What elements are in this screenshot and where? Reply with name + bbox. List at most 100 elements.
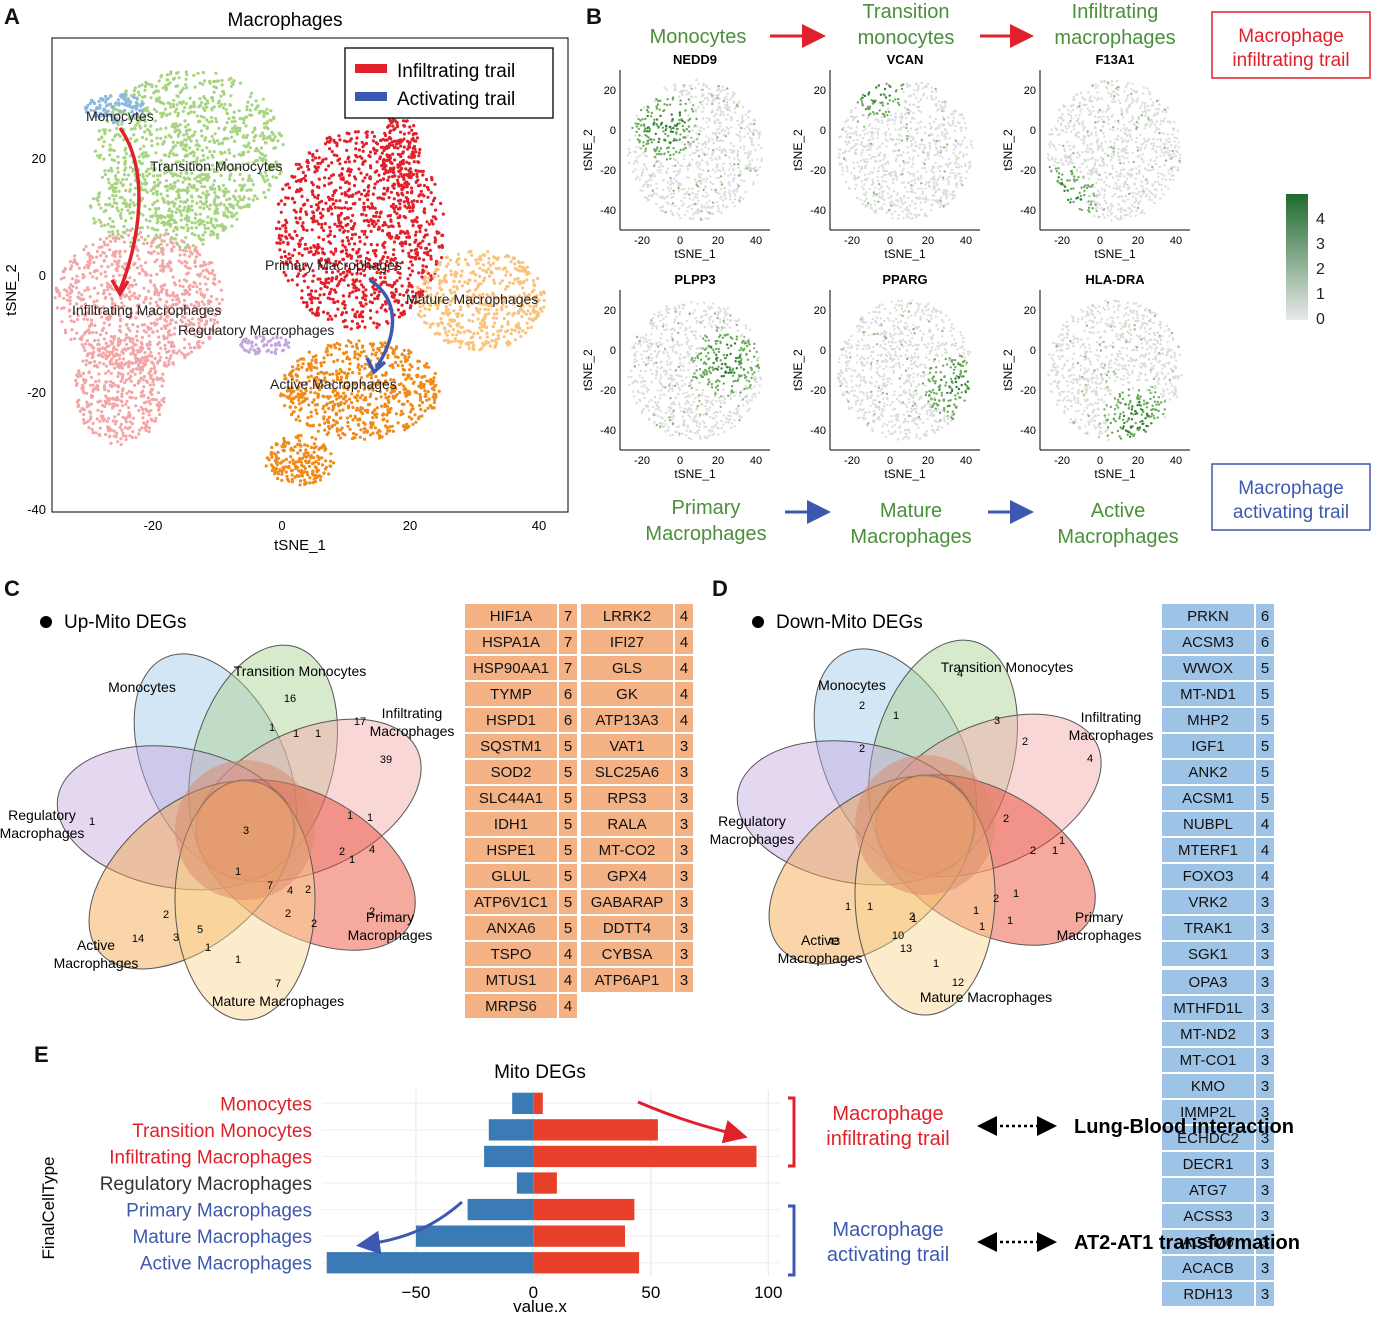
cell-point (284, 273, 288, 277)
cell-point (459, 299, 463, 304)
cell-point (524, 312, 529, 316)
cell-point (115, 206, 119, 210)
cell-point (410, 269, 414, 273)
cell-point (405, 160, 409, 164)
cell-point (212, 138, 216, 142)
cell-point (195, 285, 199, 289)
cell-point (305, 470, 309, 474)
cell-point (100, 328, 104, 332)
cell-point (298, 217, 302, 221)
cell-point (366, 261, 370, 266)
cell-point (158, 168, 162, 173)
cell-point (343, 191, 347, 195)
cell-point (436, 303, 440, 307)
cell-point (85, 286, 90, 290)
cell-point (362, 143, 366, 147)
cell-point (227, 116, 231, 121)
cell-point (115, 112, 120, 117)
cell-point (193, 247, 197, 251)
cell-point (128, 283, 132, 287)
cell-point (224, 207, 228, 211)
cell-point (323, 184, 327, 188)
cell-point (364, 288, 368, 292)
cell-point (332, 300, 336, 304)
cell-point (343, 206, 347, 210)
cell-point (97, 129, 101, 133)
cell-point (188, 96, 192, 100)
cell-point (338, 138, 342, 142)
cell-point (398, 206, 402, 210)
cell-point (372, 321, 376, 325)
cell-point (93, 220, 97, 224)
cell-point (156, 219, 160, 224)
cell-point (183, 205, 187, 209)
cell-point (453, 337, 457, 341)
cell-point (407, 182, 411, 186)
cell-point (238, 129, 242, 133)
cell-point (286, 182, 290, 186)
cell-point (335, 341, 339, 345)
cell-point (104, 208, 108, 212)
cell-point (115, 201, 119, 206)
cell-point (386, 170, 390, 174)
cell-point (110, 230, 115, 234)
cell-point (348, 270, 352, 274)
cell-point (169, 168, 173, 172)
cell-point (198, 97, 202, 101)
cell-point (193, 260, 197, 265)
cell-point (340, 426, 344, 430)
cell-point (335, 421, 339, 425)
cell-point (427, 276, 431, 280)
cell-point (216, 211, 220, 215)
cell-point (286, 241, 290, 245)
cell-point (327, 277, 331, 281)
cell-point (185, 329, 189, 333)
cell-point (104, 94, 108, 99)
cell-point (341, 243, 345, 247)
cell-point (361, 160, 365, 164)
cell-point (190, 195, 194, 199)
cell-point (360, 376, 364, 380)
cell-point (90, 356, 94, 360)
cell-point (274, 226, 279, 231)
cell-point (137, 155, 141, 159)
cell-point (175, 207, 179, 211)
cell-point (69, 337, 73, 342)
cell-point (413, 218, 417, 222)
cell-point (87, 342, 91, 346)
cell-point (311, 311, 315, 315)
cell-point (158, 412, 162, 417)
cell-point (286, 388, 290, 392)
cell-point (467, 250, 471, 254)
cell-point (164, 319, 168, 323)
cell-point (398, 168, 403, 172)
cell-point (83, 331, 87, 335)
cell-point (116, 123, 120, 127)
cell-point (260, 131, 265, 135)
cell-point (340, 370, 344, 374)
cell-point (121, 357, 126, 361)
cell-point (426, 406, 430, 410)
cell-point (334, 199, 338, 203)
cell-point (140, 235, 144, 239)
cell-point (362, 430, 366, 434)
cell-point (312, 214, 316, 218)
cell-point (318, 200, 322, 204)
cell-point (214, 86, 219, 90)
cell-point (245, 188, 249, 192)
cell-point (395, 125, 400, 129)
cell-point (427, 242, 431, 246)
cell-point (63, 328, 67, 332)
cell-point (299, 357, 303, 361)
cell-point (113, 182, 117, 186)
cell-point (113, 334, 117, 339)
cell-point (285, 474, 289, 478)
cell-point (114, 419, 118, 423)
cell-point (114, 108, 118, 112)
cell-point (104, 402, 108, 406)
cell-point (215, 169, 219, 173)
cell-point (453, 273, 457, 277)
cell-point (398, 160, 402, 164)
cell-point (381, 197, 386, 201)
cell-point (85, 391, 89, 395)
